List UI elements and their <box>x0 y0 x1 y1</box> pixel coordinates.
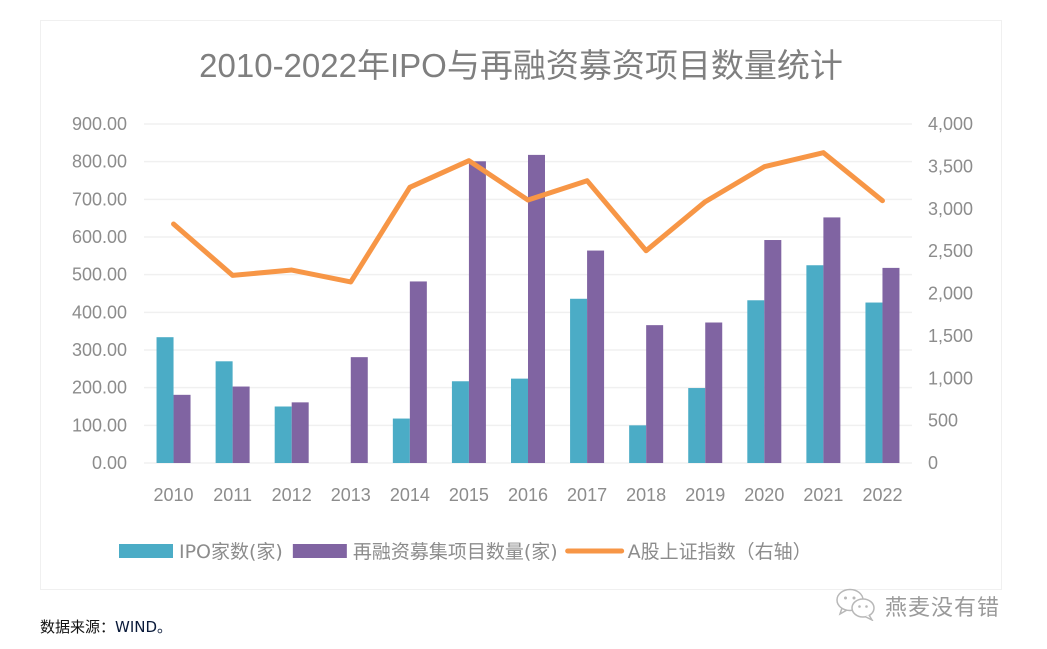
ipo-bar <box>747 300 765 463</box>
ipo-bar <box>865 302 883 463</box>
legend-label: 再融资募集项目数量(家) <box>353 541 558 563</box>
right-tick-label: 2,000 <box>928 284 973 304</box>
left-tick-label: 0.00 <box>92 453 127 473</box>
left-tick-label: 400.00 <box>72 302 127 322</box>
legend-item: IPO家数(家) <box>119 541 283 563</box>
x-tick-label: 2011 <box>213 485 252 505</box>
watermark: 燕麦没有错 <box>835 587 1000 625</box>
refinancing-bar <box>587 250 605 463</box>
wechat-icon <box>835 587 877 625</box>
right-tick-label: 4,000 <box>928 114 973 134</box>
refinancing-bar <box>291 402 309 463</box>
source-note: 数据来源：WIND。 <box>40 616 172 637</box>
x-tick-label: 2019 <box>685 485 725 505</box>
x-tick-label: 2013 <box>331 485 371 505</box>
legend-item: A股上证指数（右轴） <box>565 541 812 563</box>
refinancing-bar <box>705 322 723 463</box>
legend-label: A股上证指数（右轴） <box>628 541 812 563</box>
refinancing-bar <box>823 217 841 463</box>
chart-frame <box>40 20 1002 590</box>
left-axis: 0.00 100.00 200.00 300.00 400.00 500.00 600.00… <box>72 114 127 473</box>
ipo-bar <box>451 381 469 463</box>
left-tick-label: 200.00 <box>72 378 127 398</box>
legend-swatch-refinancing <box>292 544 347 558</box>
ipo-bar <box>274 406 292 463</box>
refinancing-bar <box>232 386 250 463</box>
ipo-bar <box>511 378 528 463</box>
refinancing-bar <box>646 325 664 463</box>
ipo-bar <box>629 425 647 463</box>
watermark-text: 燕麦没有错 <box>885 596 1001 621</box>
right-tick-label: 2,500 <box>928 241 973 261</box>
x-tick-label: 2022 <box>862 485 902 505</box>
x-tick-label: 2018 <box>626 485 666 505</box>
x-tick-label: 2016 <box>508 485 548 505</box>
chart: 2010-2022年IPO与再融资募资项目数量统计 0.00 100.00 200.… <box>72 47 973 563</box>
right-tick-label: 1,500 <box>928 326 973 346</box>
x-tick-label: 2020 <box>744 485 784 505</box>
legend-label: IPO家数(家) <box>179 541 283 563</box>
refinancing-bar <box>350 357 368 463</box>
right-tick-label: 500 <box>928 411 958 431</box>
refinancing-bar <box>528 154 545 464</box>
ipo-bar <box>688 388 706 463</box>
left-tick-label: 300.00 <box>72 340 127 360</box>
x-tick-label: 2010 <box>154 485 194 505</box>
right-tick-label: 1,000 <box>928 368 973 388</box>
x-tick-label: 2021 <box>803 485 843 505</box>
bars <box>156 154 900 464</box>
index-line-series <box>171 150 885 285</box>
ipo-bar <box>570 298 588 463</box>
right-tick-label: 3,500 <box>928 156 973 176</box>
x-axis: 2010 2011 2012 2013 2014 2015 2016 2017 2018 2019… <box>154 485 903 505</box>
ipo-bar <box>392 418 410 463</box>
left-tick-label: 100.00 <box>72 415 127 435</box>
refinancing-bar <box>173 394 191 463</box>
x-tick-label: 2014 <box>390 485 430 505</box>
ipo-bar <box>215 361 233 463</box>
chart-title: 2010-2022年IPO与再融资募资项目数量统计 <box>199 47 843 84</box>
ipo-bar <box>156 337 174 463</box>
right-tick-label: 0 <box>928 453 938 473</box>
legend-item: 再融资募集项目数量(家) <box>292 541 558 563</box>
left-tick-label: 500.00 <box>72 265 127 285</box>
ipo-bar <box>806 265 824 463</box>
refinancing-bar <box>468 161 486 464</box>
right-tick-label: 3,000 <box>928 199 973 219</box>
left-tick-label: 800.00 <box>72 152 127 172</box>
refinancing-bar <box>409 281 427 463</box>
legend-swatch-ipo <box>119 544 173 558</box>
source-value: WIND。 <box>115 618 173 636</box>
source-label: 数据来源： <box>40 618 116 636</box>
left-tick-label: 700.00 <box>72 189 127 209</box>
x-tick-label: 2015 <box>449 485 489 505</box>
x-tick-label: 2017 <box>567 485 607 505</box>
left-tick-label: 600.00 <box>72 227 127 247</box>
right-axis: 0 500 1,000 1,500 2,000 2,500 3,000 3,500 4,000 <box>928 114 973 473</box>
x-tick-label: 2012 <box>272 485 312 505</box>
legend: IPO家数(家) 再融资募集项目数量(家) A股上证指数（右轴） <box>119 541 812 563</box>
left-tick-label: 900.00 <box>72 114 127 134</box>
refinancing-bar <box>764 240 782 463</box>
refinancing-bar <box>882 267 900 463</box>
